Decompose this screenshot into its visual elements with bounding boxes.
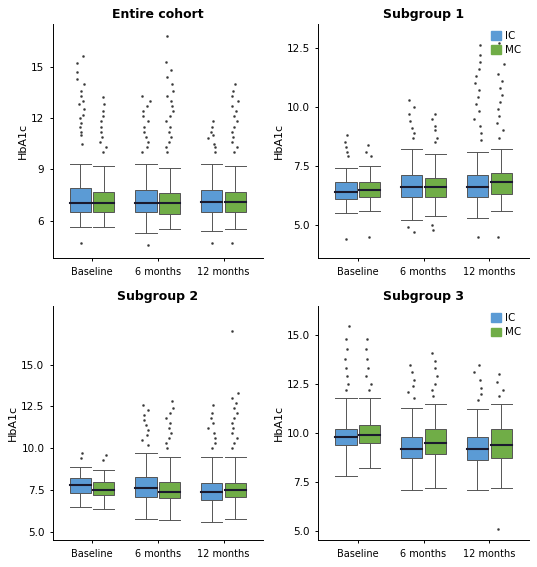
Bar (491, 173, 512, 194)
Y-axis label: HbA1c: HbA1c (274, 123, 284, 159)
Bar (93, 482, 114, 495)
Bar (159, 482, 180, 498)
Bar (359, 425, 380, 443)
Title: Subgroup 1: Subgroup 1 (383, 9, 464, 22)
Y-axis label: HbA1c: HbA1c (9, 405, 18, 441)
Bar (359, 183, 380, 197)
Bar (336, 183, 357, 199)
Legend: IC, MC: IC, MC (489, 29, 524, 57)
Bar (70, 479, 91, 493)
Title: Subgroup 3: Subgroup 3 (383, 290, 464, 303)
Title: Subgroup 2: Subgroup 2 (117, 290, 198, 303)
Bar (491, 429, 512, 458)
Bar (201, 190, 222, 212)
Bar (467, 175, 488, 197)
Title: Entire cohort: Entire cohort (112, 9, 204, 22)
Bar (401, 175, 422, 197)
Bar (135, 477, 156, 497)
Bar (467, 437, 488, 460)
Y-axis label: HbA1c: HbA1c (274, 405, 284, 441)
Bar (401, 437, 422, 458)
Bar (425, 177, 446, 197)
Bar (425, 429, 446, 454)
Bar (159, 193, 180, 214)
Bar (93, 192, 114, 212)
Legend: IC, MC: IC, MC (489, 311, 524, 340)
Bar (336, 429, 357, 445)
Bar (135, 190, 156, 212)
Bar (201, 484, 222, 500)
Bar (225, 484, 246, 497)
Bar (225, 192, 246, 212)
Y-axis label: HbA1c: HbA1c (18, 123, 28, 159)
Bar (70, 188, 91, 212)
